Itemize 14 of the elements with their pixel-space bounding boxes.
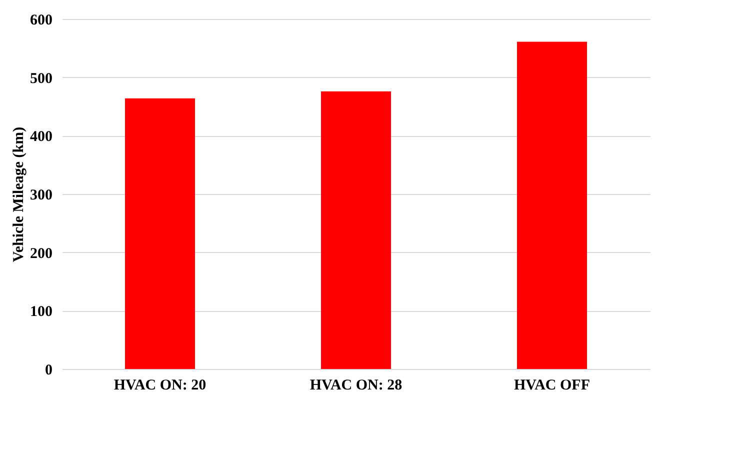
x-tick-label: HVAC ON: 20	[114, 378, 206, 394]
y-tick-label: 400	[30, 129, 52, 146]
y-tick-label: 600	[30, 12, 52, 28]
x-tick-label: HVAC ON: 28	[310, 378, 402, 394]
bar	[125, 98, 195, 369]
y-tick-label: 0	[45, 362, 52, 378]
y-tick-label: 200	[30, 246, 52, 262]
y-tick-label: 300	[30, 188, 52, 204]
bar	[517, 42, 587, 369]
bar	[321, 91, 391, 369]
y-tick-label: 100	[30, 304, 52, 320]
x-tick-label: HVAC OFF	[514, 378, 590, 394]
y-axis-title: Vehicle Mileage (km)	[11, 126, 27, 262]
y-tick-label: 500	[30, 70, 52, 87]
